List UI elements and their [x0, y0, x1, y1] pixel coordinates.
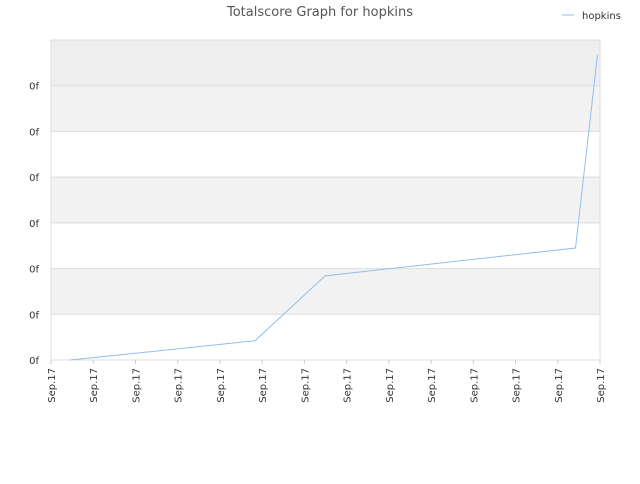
x-tick-label: Sep.17	[300, 368, 311, 403]
y-tick-label: 0f	[29, 127, 39, 138]
x-tick-label: Sep.17	[216, 368, 227, 403]
y-tick-label: 0f	[29, 310, 39, 321]
x-tick-label: Sep.17	[554, 368, 565, 403]
y-tick-label: 0f	[29, 356, 39, 367]
legend-label: hopkins	[582, 11, 621, 22]
x-tick-label: Sep.17	[469, 368, 480, 403]
x-tick-label: Sep.17	[385, 368, 396, 403]
plot-border	[50, 39, 601, 361]
x-tick-label: Sep.17	[258, 368, 269, 403]
x-tick-label: Sep.17	[89, 368, 100, 403]
x-tick-label: Sep.17	[47, 368, 58, 403]
band	[51, 85, 600, 132]
band	[51, 222, 600, 269]
band	[51, 131, 600, 178]
x-tick-label: Sep.17	[343, 368, 354, 403]
series-line	[69, 55, 598, 361]
x-tick-label: Sep.17	[427, 368, 438, 403]
x-tick-label: Sep.17	[174, 368, 185, 403]
y-tick-label: 0f	[29, 173, 39, 184]
band	[51, 177, 600, 223]
x-tick-label: Sep.17	[512, 368, 523, 403]
x-tick-label: Sep.17	[131, 368, 142, 403]
y-tick-label: 0f	[29, 82, 39, 93]
y-tick-label: 0f	[29, 219, 39, 230]
y-tick-label: 0f	[29, 265, 39, 276]
chart-title: Totalscore Graph for hopkins	[226, 5, 413, 20]
x-tick-label: Sep.17	[596, 368, 607, 403]
